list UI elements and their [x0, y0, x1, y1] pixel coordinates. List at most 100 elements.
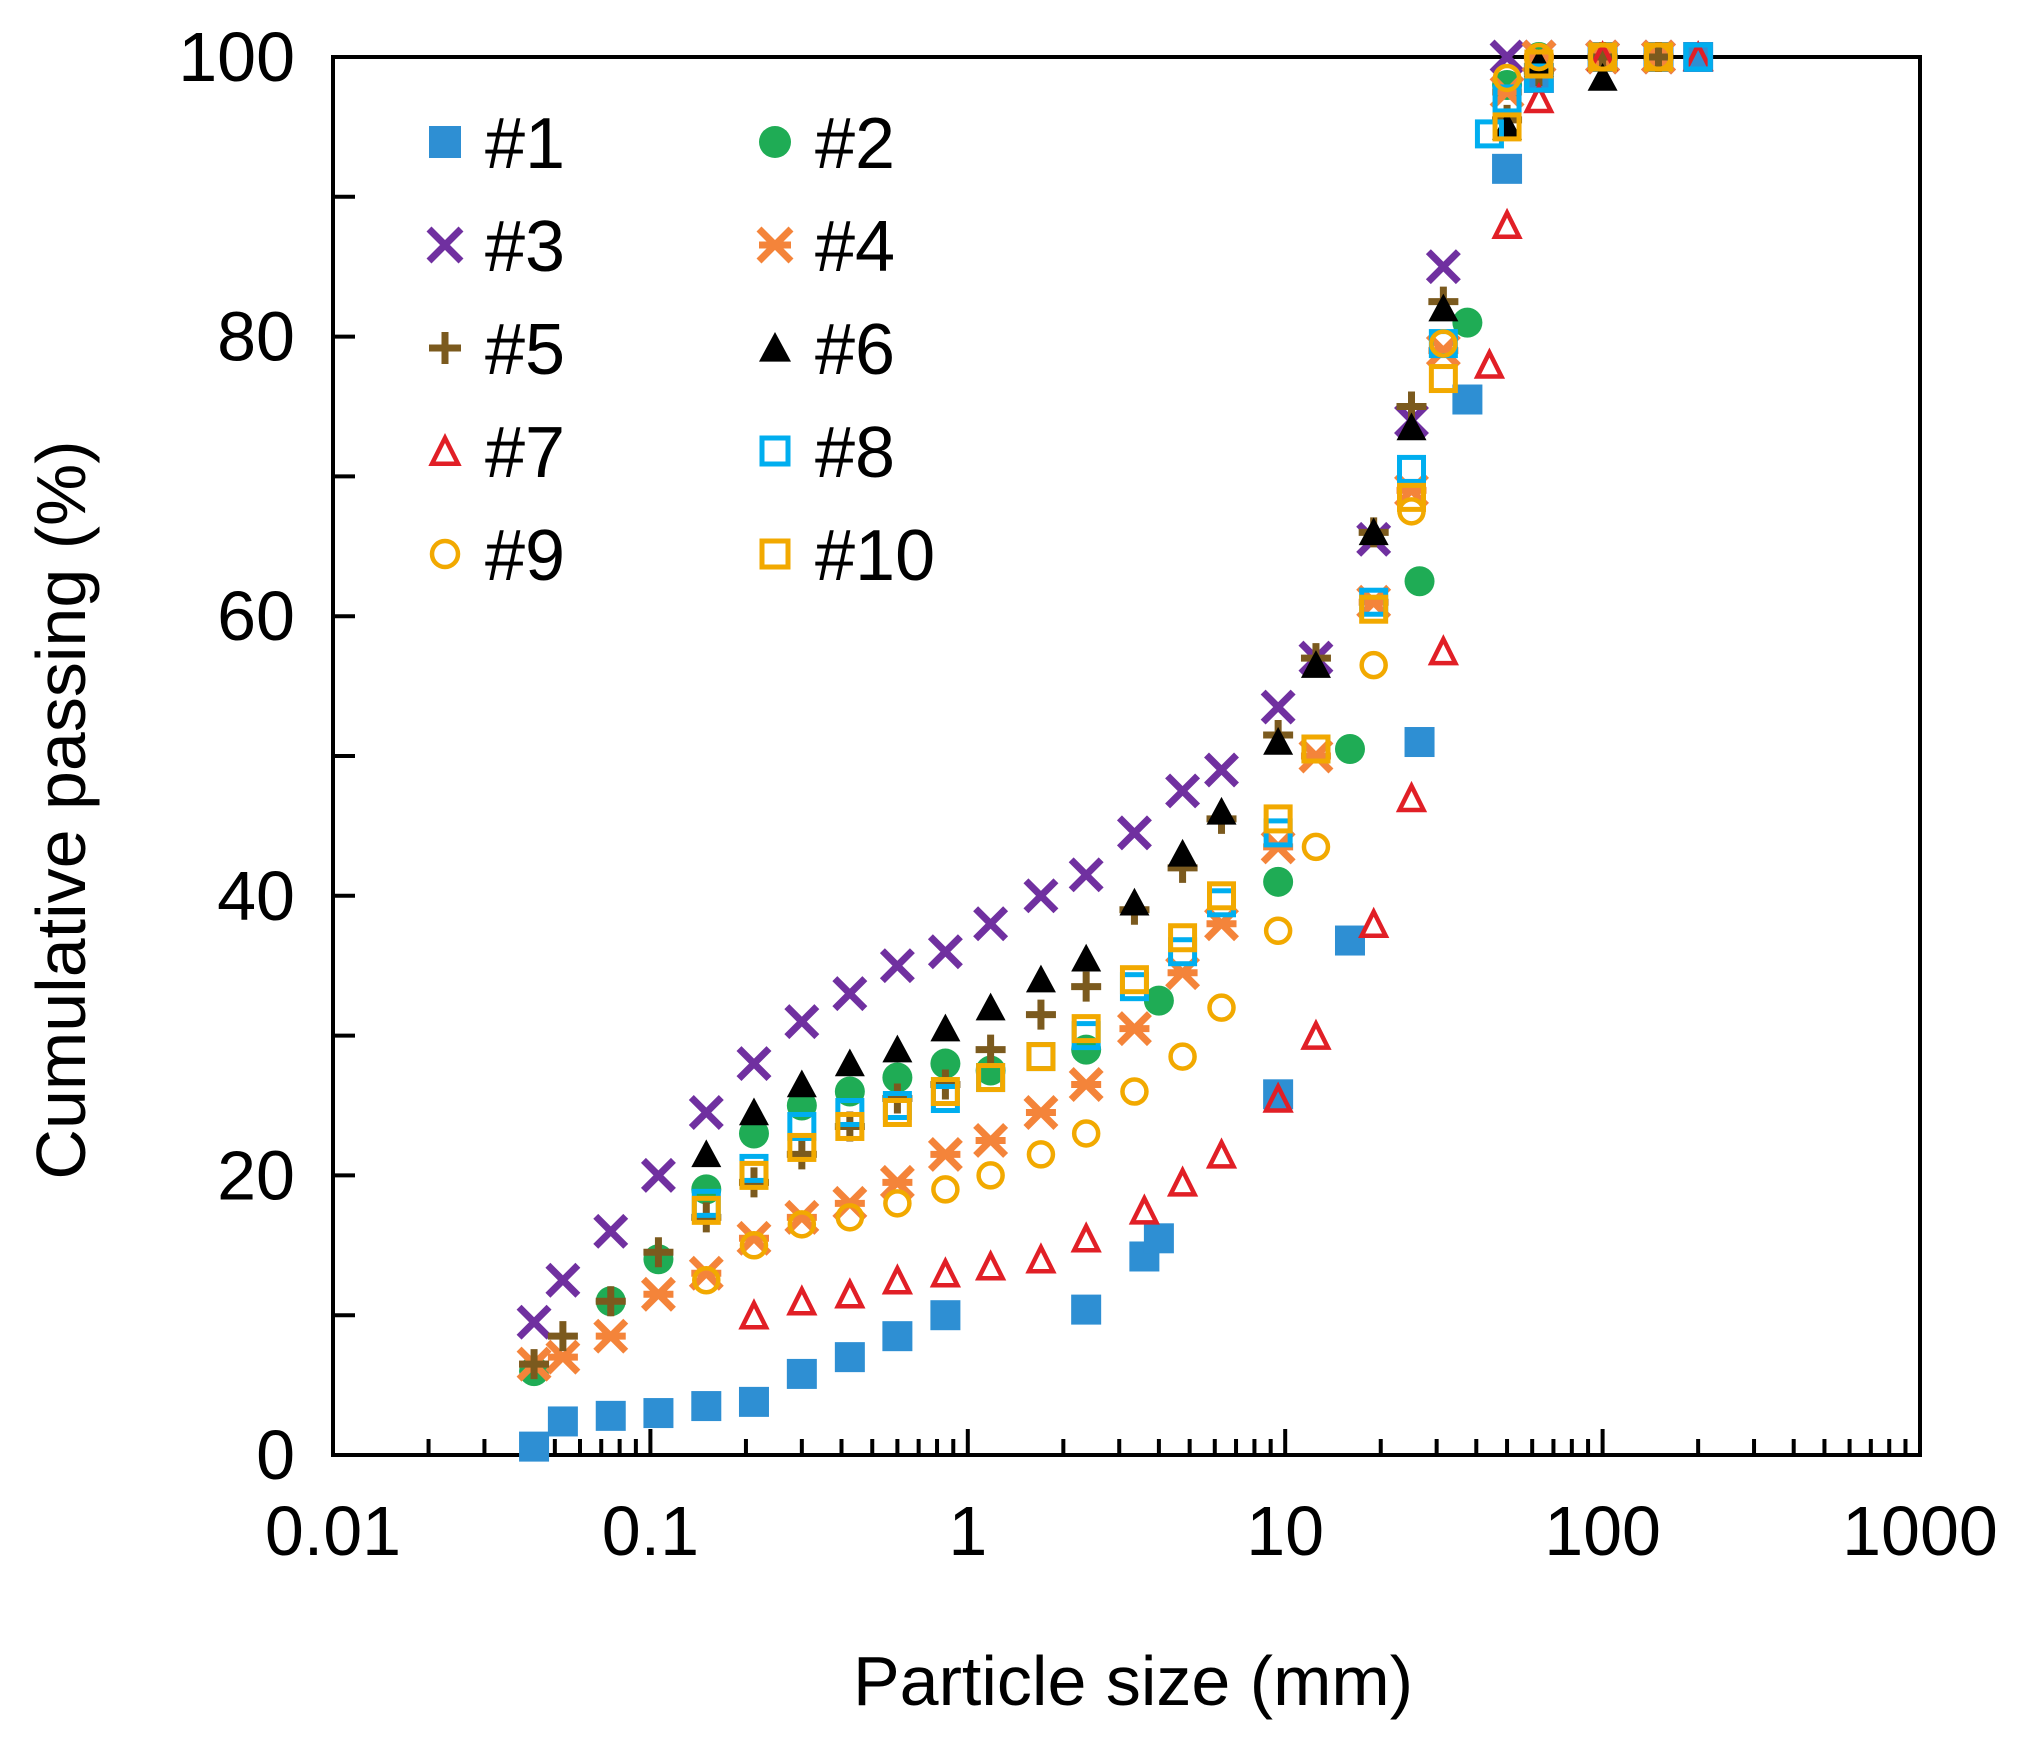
data-point: [643, 1398, 674, 1429]
data-point: [930, 1077, 960, 1107]
data-point: [640, 1276, 676, 1312]
data-point: [787, 1210, 817, 1239]
data-point: [1263, 916, 1293, 945]
data-point: [1025, 964, 1056, 993]
y-tick-label: 80: [217, 298, 295, 376]
data-point: [593, 1318, 629, 1354]
data-point: [1026, 1140, 1056, 1169]
x-tick-label: 0.1: [602, 1492, 699, 1570]
data-point: [1474, 119, 1504, 149]
data-point: [834, 1277, 866, 1309]
legend-marker: [756, 226, 794, 264]
series-10-points: [691, 42, 1673, 1225]
data-point: [1026, 1042, 1056, 1072]
data-point: [1116, 815, 1152, 851]
data-point: [1523, 81, 1555, 114]
data-point: [1428, 293, 1459, 322]
data-point: [1263, 866, 1294, 897]
legend-label: #9: [485, 516, 565, 596]
legend-marker: [759, 538, 791, 570]
data-point: [1068, 857, 1104, 893]
data-point: [879, 1164, 915, 1200]
data-point: [1071, 1294, 1102, 1325]
legend-marker: [759, 332, 791, 362]
data-point: [738, 1298, 770, 1330]
legend-label: #4: [815, 207, 895, 287]
data-point: [973, 1122, 1009, 1158]
legend-marker: [426, 226, 464, 264]
data-point: [1643, 42, 1673, 72]
data-point: [691, 1195, 721, 1225]
data-point: [1070, 1221, 1102, 1253]
data-point: [931, 1175, 960, 1204]
data-point: [879, 948, 915, 984]
y-tick-label: 0: [256, 1416, 295, 1494]
legend-label: #8: [815, 413, 895, 493]
data-point: [516, 1304, 552, 1340]
data-point: [1168, 1042, 1197, 1071]
data-point: [738, 1097, 769, 1126]
data-point: [1300, 650, 1331, 678]
data-point: [519, 1349, 550, 1380]
data-point: [1334, 925, 1365, 956]
data-point: [882, 1321, 913, 1352]
x-axis-title: Particle size (mm): [853, 1642, 1413, 1720]
data-point: [1119, 965, 1149, 995]
x-tick-label: 100: [1544, 1492, 1661, 1570]
data-point: [835, 1111, 865, 1141]
data-point: [975, 992, 1006, 1021]
y-tick-label: 40: [217, 857, 295, 935]
data-point: [1492, 63, 1522, 93]
data-point: [1204, 752, 1239, 788]
legend-marker: [429, 538, 461, 570]
data-point: [930, 1013, 961, 1042]
data-point: [1334, 734, 1365, 765]
data-point: [1359, 650, 1388, 680]
data-point: [974, 1249, 1007, 1281]
data-point: [1263, 804, 1293, 834]
data-point: [787, 1132, 817, 1162]
data-point: [1588, 42, 1618, 72]
data-point: [930, 1048, 961, 1079]
data-point: [688, 1095, 724, 1130]
data-point: [1071, 1014, 1101, 1044]
data-point: [1359, 594, 1389, 624]
data-point: [738, 1386, 769, 1417]
data-point: [739, 1160, 769, 1190]
data-point: [835, 1203, 865, 1232]
data-point: [1301, 832, 1331, 862]
legend-label: #2: [815, 104, 895, 184]
y-tick-label: 20: [217, 1136, 295, 1214]
data-point: [1120, 1077, 1149, 1106]
data-point: [976, 1161, 1005, 1190]
series-1-points: [519, 42, 1714, 1462]
data-point: [832, 976, 868, 1012]
data-point: [595, 1400, 626, 1431]
data-point: [787, 1111, 817, 1141]
data-point: [1025, 999, 1056, 1030]
x-tick-label: 1000: [1842, 1492, 1998, 1570]
data-point: [882, 1062, 913, 1093]
data-point: [1143, 1223, 1174, 1254]
data-point: [975, 1034, 1006, 1065]
data-point: [1023, 878, 1059, 914]
data-point: [1168, 923, 1198, 953]
data-point: [1205, 1137, 1238, 1169]
data-point: [1489, 39, 1525, 75]
data-point: [1425, 249, 1461, 285]
data-point: [1587, 62, 1618, 91]
legend: #1 #2 #3 #4 #5 #6 #7 #8 #9 #10: [426, 104, 935, 596]
data-point: [1397, 454, 1427, 484]
data-point: [929, 1256, 962, 1288]
data-point: [1071, 943, 1102, 972]
data-point: [834, 1342, 865, 1373]
legend-label: #10: [815, 516, 935, 596]
data-point: [1427, 634, 1460, 666]
data-point: [736, 1046, 772, 1082]
series-4-points: [516, 39, 1676, 1382]
data-point: [1026, 1042, 1056, 1072]
data-point: [930, 1300, 961, 1331]
data-point: [1262, 1081, 1294, 1113]
